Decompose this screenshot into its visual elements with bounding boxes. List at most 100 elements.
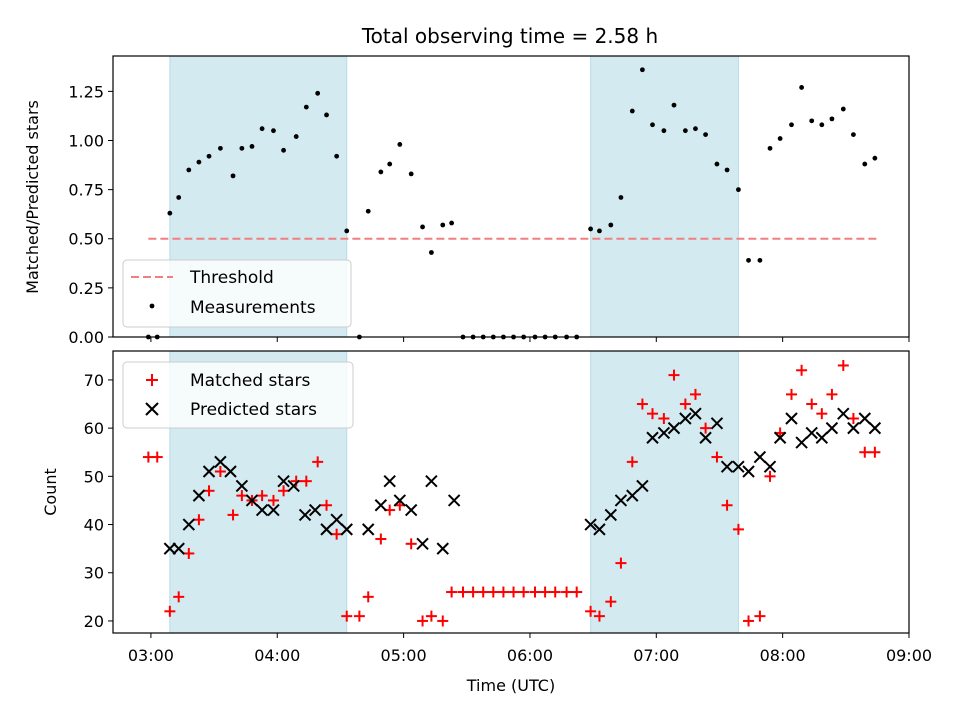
- predicted-star-point: [287, 479, 300, 493]
- predicted-star-point: [202, 465, 216, 478]
- ratio-legend-box: [122, 259, 352, 328]
- matched-star-point: [425, 610, 437, 622]
- matched-star-point: [437, 615, 449, 627]
- measurement-point: [230, 173, 236, 179]
- matched-star-point: [278, 485, 290, 497]
- matched-star-point: [164, 605, 176, 617]
- matched-star-point: [859, 446, 871, 458]
- matched-star-point: [353, 610, 365, 622]
- measurement-point: [819, 122, 825, 128]
- measurement-point: [789, 122, 794, 128]
- measurement-point: [588, 226, 593, 232]
- predicted-star-point: [868, 421, 882, 435]
- measurement-point: [324, 112, 329, 118]
- count-legend-predicted-swatch: [145, 402, 159, 416]
- matched-star-point: [785, 388, 797, 400]
- matched-star-point: [151, 451, 163, 463]
- matched-star-point: [331, 528, 343, 540]
- matched-star-point: [467, 586, 479, 598]
- predicted-star-point: [646, 431, 659, 444]
- matched-star-point: [615, 557, 627, 569]
- predicted-star-point: [584, 518, 597, 531]
- matched-star-point: [700, 422, 712, 434]
- measurement-point: [851, 132, 856, 138]
- measurement-point: [714, 161, 720, 167]
- matched-star-point: [214, 466, 226, 478]
- matched-star-point: [446, 586, 458, 598]
- predicted-star-point: [340, 523, 353, 536]
- matched-star-point: [183, 547, 195, 559]
- matched-star-point: [203, 485, 215, 497]
- measurement-point: [186, 167, 192, 173]
- predicted-star-point: [825, 421, 839, 435]
- predicted-star-point: [393, 494, 407, 507]
- predicted-star-point: [795, 436, 808, 449]
- y-tick-label: 0.00: [68, 328, 104, 347]
- matched-star-point: [658, 412, 670, 424]
- matched-star-point: [312, 456, 324, 468]
- predicted-star-point: [614, 494, 628, 507]
- y-tick-label: 20: [84, 612, 104, 631]
- matched-star-point: [375, 533, 387, 545]
- measurement-point: [746, 257, 751, 263]
- predicted-star-point: [837, 407, 850, 420]
- matched-star-point: [405, 538, 417, 550]
- measurement-point: [176, 195, 182, 200]
- matched-star-point: [508, 586, 520, 598]
- predicted-star-point: [773, 431, 787, 444]
- predicted-star-point: [763, 460, 777, 473]
- measurement-point: [777, 136, 783, 141]
- predicted-star-point: [308, 503, 322, 517]
- measurement-point: [757, 257, 763, 263]
- predicted-star-point: [699, 431, 712, 444]
- ratio-legend-measurements-swatch: [149, 303, 155, 309]
- matched-star-point: [647, 408, 659, 420]
- x-tick-label: 05:00: [381, 646, 427, 665]
- matched-star-point: [806, 398, 818, 410]
- measurement-point: [682, 128, 688, 134]
- predicted-star-point: [192, 489, 206, 502]
- matched-star-point: [561, 586, 573, 598]
- count-panel-y-ticks: 20 30 40 50 60 70: [84, 371, 113, 631]
- measurement-point: [239, 145, 245, 151]
- ratio-panel-x-ticks: [150, 337, 910, 342]
- measurement-point: [293, 134, 299, 139]
- matched-star-point: [869, 446, 881, 458]
- matched-star-point: [636, 398, 648, 410]
- predicted-star-point: [720, 460, 734, 473]
- ratio-panel-marks: [145, 67, 878, 340]
- measurement-point: [259, 126, 265, 132]
- predicted-star-point: [383, 474, 396, 488]
- measurement-point: [799, 85, 805, 90]
- matched-star-point: [321, 499, 333, 511]
- matched-star-point: [267, 494, 279, 506]
- measurement-point: [397, 142, 403, 147]
- predicted-star-point: [214, 455, 227, 469]
- matched-star-point: [593, 610, 605, 622]
- count-panel-ylabel: Count: [41, 468, 60, 516]
- predicted-star-point: [224, 465, 237, 478]
- matched-star-point: [837, 359, 849, 371]
- predicted-star-point: [732, 460, 745, 473]
- predicted-star-point: [657, 426, 671, 440]
- predicted-star-point: [436, 542, 449, 555]
- predicted-star-point: [689, 407, 702, 420]
- matched-star-point: [605, 596, 617, 608]
- predicted-star-point: [425, 474, 438, 488]
- measurement-point: [217, 145, 223, 151]
- predicted-star-point: [416, 537, 429, 551]
- predicted-star-point: [593, 523, 606, 536]
- predicted-star-point: [447, 494, 461, 507]
- matched-star-point: [796, 364, 808, 376]
- matched-star-point: [585, 605, 597, 617]
- matched-star-point: [227, 509, 239, 521]
- x-axis-label: Time (UTC): [466, 676, 555, 695]
- matched-star-point: [626, 456, 638, 468]
- matched-star-point: [539, 586, 551, 598]
- y-tick-label: 50: [84, 467, 104, 486]
- x-tick-label: 09:00: [886, 646, 932, 665]
- measurement-point: [650, 122, 655, 128]
- measurement-point: [608, 222, 614, 228]
